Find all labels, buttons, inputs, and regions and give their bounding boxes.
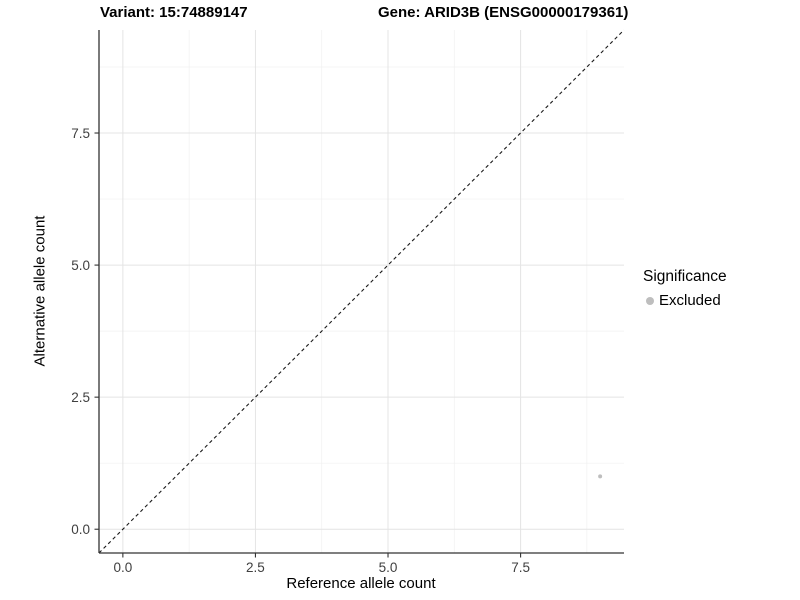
legend-title: Significance xyxy=(643,268,727,285)
excluded-point-icon xyxy=(646,296,654,305)
variant-title: Variant: 15:74889147 xyxy=(100,4,248,21)
legend-item-excluded: Excluded xyxy=(643,292,727,309)
x-tick-label: 7.5 xyxy=(511,560,530,575)
gene-title: Gene: ARID3B (ENSG00000179361) xyxy=(378,4,629,21)
x-tick-label: 0.0 xyxy=(113,560,132,575)
legend-item-label: Excluded xyxy=(659,292,721,309)
legend: Significance Excluded xyxy=(643,268,727,309)
x-tick-label: 2.5 xyxy=(246,560,265,575)
y-axis-title: Alternative allele count xyxy=(31,215,49,367)
y-tick-label: 0.0 xyxy=(71,522,90,537)
x-tick-label: 5.0 xyxy=(379,560,398,575)
y-tick-label: 7.5 xyxy=(71,126,90,141)
y-tick-label: 2.5 xyxy=(71,390,90,405)
data-point xyxy=(598,474,603,479)
y-tick-label: 5.0 xyxy=(71,258,90,273)
x-axis-title: Reference allele count xyxy=(286,575,436,592)
identity-reference-line xyxy=(98,29,625,554)
